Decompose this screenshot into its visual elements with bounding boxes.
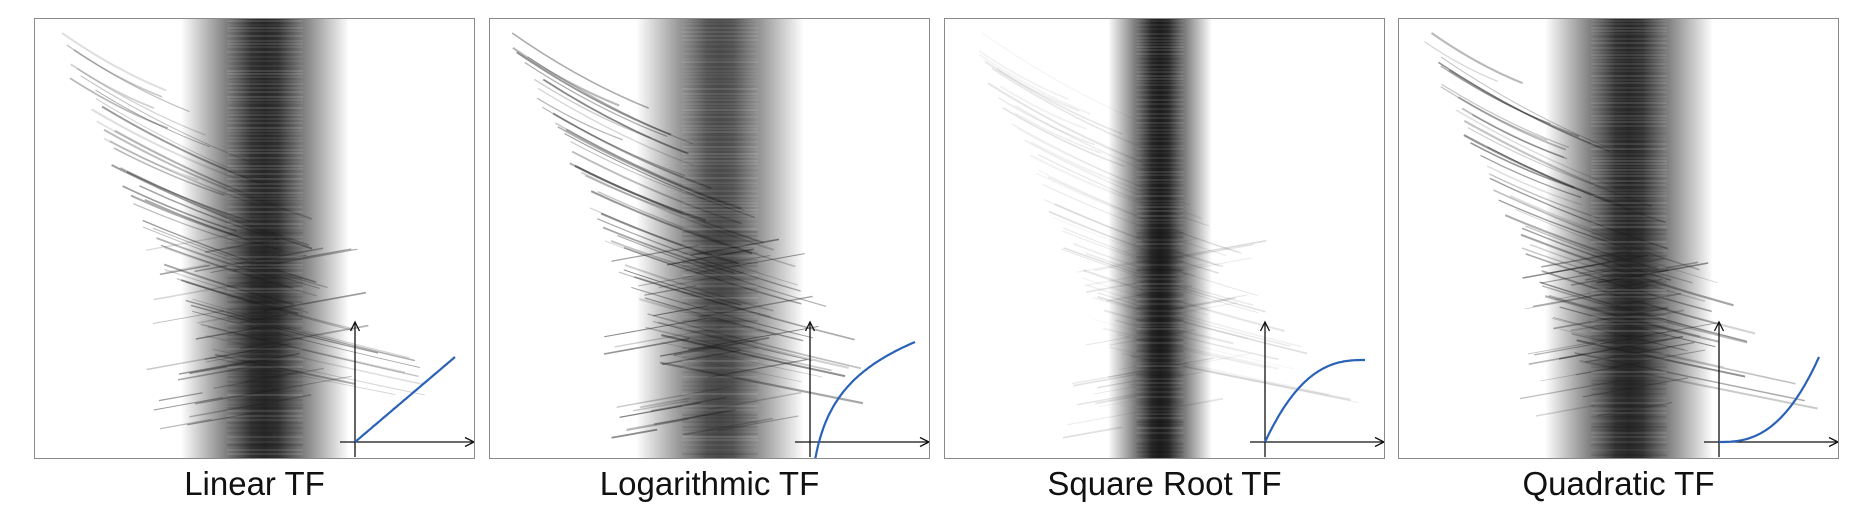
x-axis-arrow-icon	[919, 436, 929, 448]
streak	[1014, 112, 1102, 154]
streak	[1440, 65, 1551, 125]
tf-inset	[795, 320, 929, 458]
y-axis-arrow-icon	[1713, 320, 1725, 332]
band-striations	[682, 20, 758, 455]
render-quadratic	[1424, 19, 1838, 458]
caption-linear: Linear TF	[184, 465, 325, 502]
x-axis-arrow-icon	[1828, 436, 1838, 448]
streak	[978, 53, 1091, 115]
band-striations	[1136, 20, 1184, 457]
tf-curve-square-root	[1264, 358, 1365, 443]
streak	[1440, 86, 1548, 141]
y-axis-arrow-icon	[349, 320, 361, 332]
streak	[61, 32, 167, 92]
density-band	[181, 19, 349, 458]
tf-curve-logarithmic	[814, 340, 916, 458]
panel-quadratic	[1398, 18, 1839, 459]
streak	[997, 96, 1096, 146]
streak	[1424, 41, 1498, 82]
render-square-root	[978, 19, 1384, 458]
streak	[984, 60, 1123, 135]
streak	[978, 50, 1070, 101]
tf-inset	[340, 320, 474, 457]
tf-inset	[1704, 320, 1838, 457]
streak	[69, 77, 169, 130]
tf-curve-linear	[354, 356, 456, 443]
caption-logarithmic: Logarithmic TF	[599, 465, 820, 502]
streak	[999, 85, 1087, 130]
streak	[70, 63, 155, 109]
density-band	[636, 19, 804, 458]
y-axis-arrow-icon	[1259, 320, 1271, 332]
panel-square-root	[944, 18, 1385, 459]
streak	[1430, 32, 1524, 85]
render-logarithmic	[511, 19, 929, 458]
band-striations	[1591, 20, 1667, 456]
streak	[66, 44, 190, 113]
streak	[73, 49, 163, 98]
x-axis-arrow-icon	[1374, 436, 1384, 448]
streak	[996, 68, 1080, 112]
caption-quadratic: Quadratic TF	[1522, 465, 1715, 502]
streak	[511, 32, 649, 109]
band-striations	[227, 20, 303, 458]
streak	[512, 47, 620, 107]
tf-curve-quadratic	[1719, 356, 1820, 444]
streak	[536, 97, 624, 141]
caption-square-root: Square Root TF	[1047, 465, 1282, 502]
density-band	[1545, 19, 1713, 458]
render-linear	[61, 19, 474, 458]
panel-linear	[34, 18, 475, 459]
density-band	[1108, 19, 1212, 458]
x-axis-arrow-icon	[464, 436, 474, 448]
y-axis-arrow-icon	[804, 320, 816, 332]
tf-inset	[1250, 320, 1384, 457]
panel-logarithmic	[489, 18, 930, 459]
